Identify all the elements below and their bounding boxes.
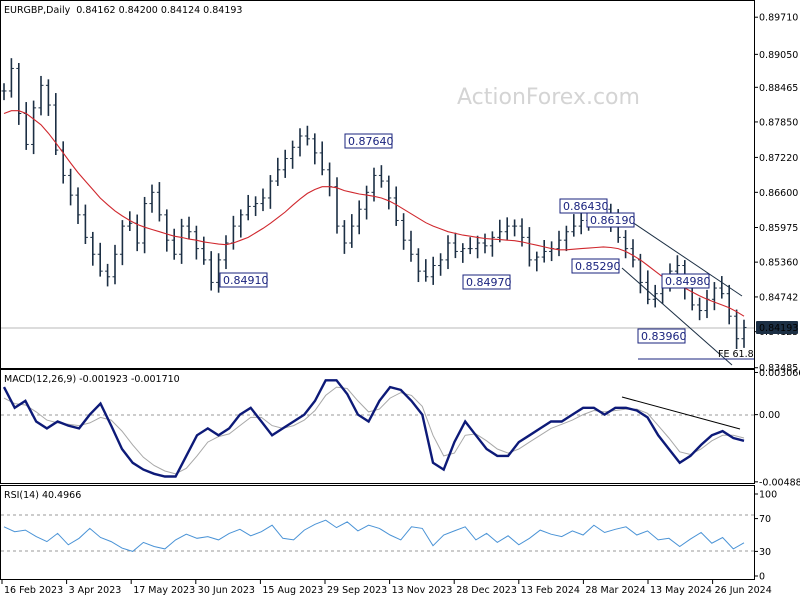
price-callout-label: 0.83960	[641, 330, 687, 343]
y-tick-label: 0.00	[759, 410, 780, 421]
macd-trendline	[621, 396, 741, 430]
x-tick-label: 3 Apr 2023	[69, 585, 122, 596]
x-tick-label: 16 Feb 2023	[4, 585, 63, 596]
y-tick-label: -0.004888	[759, 477, 800, 488]
last-price-label: 0.84193	[759, 323, 798, 334]
x-tick-label: 13 May 2024	[650, 585, 712, 596]
macd-line	[2, 379, 745, 478]
y-tick-label: 0.86600	[759, 188, 798, 199]
price-panel[interactable]	[0, 0, 755, 369]
x-tick-label: 17 May 2023	[133, 585, 195, 596]
rsi-y-axis: 100 70 30 0	[754, 490, 777, 583]
y-tick-label: 0.88465	[759, 83, 798, 94]
fe-annotation: FE 61.8	[718, 349, 754, 360]
x-tick-label: 15 Aug 2023	[262, 585, 323, 596]
date-x-axis: 16 Feb 2023 3 Apr 2023 17 May 2023 30 Jun 2…	[1, 580, 772, 596]
price-callout-label: 0.84970	[466, 276, 512, 289]
last-price-tag: 0.84193	[756, 321, 798, 334]
price-callout: 0.84980	[661, 273, 711, 289]
price-callout-label: 0.86430	[563, 200, 609, 213]
y-tick-label: 0.87850	[759, 117, 798, 128]
x-tick-label: 13 Nov 2023	[392, 585, 453, 596]
price-callout: 0.86430	[559, 198, 609, 214]
y-tick-label: 0.89710	[759, 13, 798, 24]
price-callout-label: 0.86190	[590, 214, 636, 227]
macd-panel-title: MACD(12,26,9) -0.001923 -0.001710	[4, 374, 180, 385]
channel-upper-line	[631, 221, 743, 297]
x-tick-label: 29 Sep 2023	[327, 585, 387, 596]
watermark: ActionForex.com	[457, 85, 640, 110]
macd-panel[interactable]	[0, 369, 755, 484]
y-tick-label: 70	[759, 514, 771, 525]
x-tick-label: 26 Jun 2024	[715, 585, 772, 596]
y-tick-label: 0	[759, 572, 765, 583]
y-tick-label: 0.87220	[759, 153, 798, 164]
price-callout-label: 0.84910	[223, 274, 269, 287]
x-tick-label: 28 Dec 2023	[456, 585, 517, 596]
y-tick-label: 30	[759, 547, 771, 558]
y-tick-label: 0.89050	[759, 50, 798, 61]
price-callout: 0.84970	[462, 274, 512, 290]
rsi-line	[3, 519, 745, 552]
y-tick-label: 0.83485	[759, 363, 798, 374]
moving-average-line	[3, 110, 745, 317]
rsi-panel-title: RSI(14) 40.4966	[4, 490, 81, 501]
x-tick-label: 13 Feb 2024	[521, 585, 580, 596]
x-tick-label: 28 Mar 2024	[585, 585, 645, 596]
price-y-axis: 0.89710 0.89050 0.88465 0.87850 0.87220 0.866…	[754, 13, 798, 374]
y-tick-label: 100	[759, 490, 777, 501]
rsi-panel[interactable]	[0, 485, 755, 580]
y-tick-label: 0.85975	[759, 223, 798, 234]
price-callout-label: 0.87640	[348, 135, 394, 148]
price-callout-label: 0.84980	[665, 275, 711, 288]
price-bars	[1, 58, 747, 349]
price-callout-label: 0.85290	[575, 260, 621, 273]
x-tick-label: 30 Jun 2023	[198, 585, 255, 596]
y-tick-label: 0.85360	[759, 258, 798, 269]
price-callout: 0.85290	[571, 258, 621, 274]
price-callout: 0.87640	[344, 133, 394, 149]
price-callout: 0.86190	[586, 212, 636, 228]
price-callout: 0.84910	[219, 272, 269, 288]
y-tick-label: 0.84742	[759, 292, 798, 303]
price-panel-title: EURGBP,Daily 0.84162 0.84200 0.84124 0.8…	[4, 5, 242, 16]
macd-y-axis: 0.003066 0.00 -0.004888	[754, 368, 800, 488]
price-callout: 0.83960	[637, 328, 687, 344]
y-tick-label: 0.003066	[759, 368, 800, 379]
